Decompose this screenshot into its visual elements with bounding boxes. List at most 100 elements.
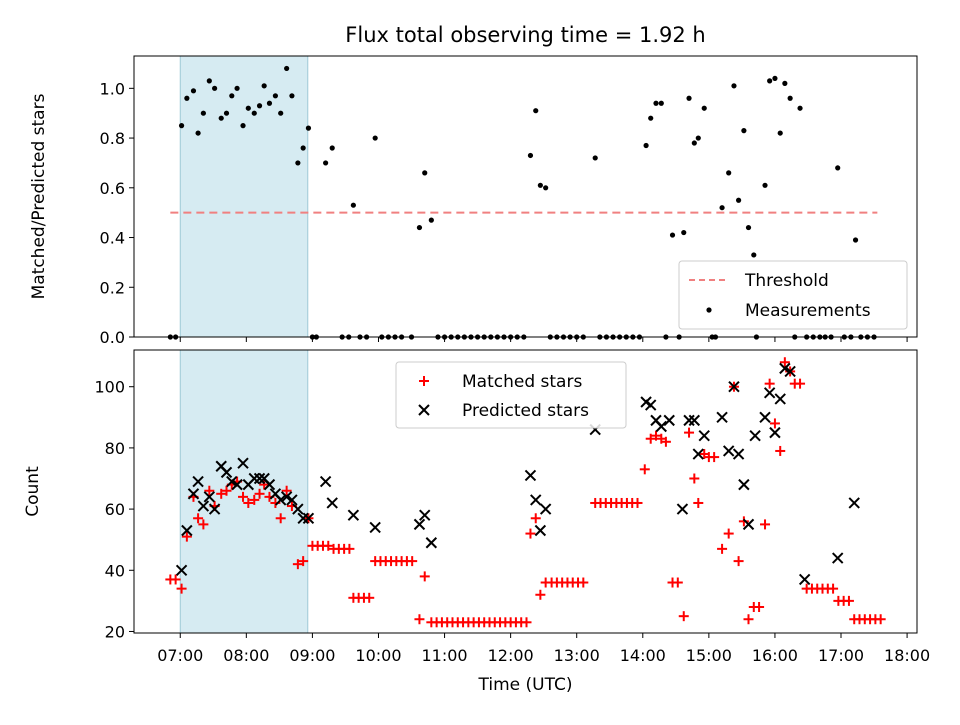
bottom-panel: 20 40 60 80 100 07:00 08:00 09:00 10:00 11:00 12:… [23, 349, 930, 695]
predicted-star-point [722, 445, 735, 457]
predicted-star-point [688, 414, 701, 427]
chart-title: Flux total observing time = 1.92 h [345, 23, 705, 47]
measurement-point [245, 105, 251, 111]
matched-star-point [738, 516, 749, 527]
y-tick-label: 60 [105, 500, 125, 519]
measurement-point [691, 140, 697, 146]
legend-box [395, 361, 627, 429]
y-tick-label: 80 [105, 439, 125, 458]
predicted-star-point [779, 362, 791, 375]
y-tick-label: 0.6 [100, 179, 125, 198]
measurement-point [195, 130, 201, 136]
matched-star-point [535, 589, 546, 600]
measurement-point [289, 93, 295, 99]
measurement-point [218, 115, 224, 121]
matched-star-point [198, 519, 209, 530]
matched-star-point [259, 479, 270, 490]
matched-star-point [521, 617, 532, 628]
y-tick-label: 100 [94, 378, 125, 397]
matched-star-point [275, 513, 286, 524]
predicted-star-point [419, 509, 431, 521]
measurement-point [190, 88, 197, 94]
matched-star-point [221, 485, 232, 496]
matched-star-point [723, 528, 734, 539]
legend-predicted-swatch [418, 404, 430, 416]
measurement-point [278, 110, 284, 116]
matched-star-point [645, 433, 656, 444]
predicted-star-point [749, 429, 761, 442]
top-axes-frame [133, 55, 918, 338]
measurement-point [658, 100, 664, 106]
measurement-point [305, 125, 312, 131]
measurement-point [741, 128, 747, 134]
measurement-point [777, 130, 783, 136]
matched-star-point [298, 556, 309, 567]
matched-star-point [693, 497, 704, 508]
predicted-star-point [676, 503, 689, 515]
legend-threshold-label: Threshold [744, 271, 829, 291]
predicted-star-point [728, 381, 740, 393]
matched-star-point [243, 497, 254, 508]
predicted-star-point [326, 497, 338, 509]
legend-box [678, 260, 908, 330]
predicted-star-point [181, 524, 193, 537]
predicted-star-point [226, 475, 238, 488]
matched-star-point [204, 485, 215, 496]
y-tick-label: 0.4 [100, 229, 125, 248]
legend-measurements-label: Measurements [745, 301, 871, 321]
matched-star-point [795, 378, 806, 389]
x-tick-label: 13:00 [554, 646, 600, 665]
y-tick-label: 0.8 [100, 129, 125, 148]
measurement-point [695, 135, 701, 141]
measurement-point [735, 197, 742, 203]
measurement-point [223, 110, 230, 116]
y-tick-label: 1.0 [100, 79, 125, 98]
measurement-point [329, 145, 335, 151]
measurement-point [184, 95, 190, 101]
legend-x-marker [418, 404, 430, 416]
predicted-star-point [208, 503, 221, 515]
measurement-point [543, 185, 549, 191]
legend-matched-label: Matched stars [462, 372, 582, 392]
predicted-stars-points [175, 362, 860, 586]
matched-star-point [843, 595, 854, 606]
x-tick-label: 15:00 [686, 646, 732, 665]
measurement-point [300, 145, 306, 151]
matched-star-point [717, 543, 728, 554]
matched-star-point [875, 614, 886, 625]
measurement-point [200, 110, 206, 116]
predicted-star-point [759, 411, 771, 424]
matched-star-point [660, 436, 671, 447]
top-x-ticks [179, 337, 908, 342]
predicted-star-point [413, 518, 426, 531]
measurement-point [686, 95, 692, 101]
measurement-point [256, 103, 263, 109]
measurement-point [787, 95, 793, 101]
measurement-point [212, 85, 218, 91]
matched-star-point [709, 452, 720, 463]
predicted-star-point [237, 457, 249, 469]
matched-star-point [689, 473, 700, 484]
predicted-star-point [530, 494, 542, 506]
measurement-point [767, 78, 773, 84]
legend-matched-swatch [419, 376, 429, 386]
x-tick-label: 11:00 [422, 646, 468, 665]
x-tick-label: 14:00 [620, 646, 666, 665]
matched-star-point [254, 488, 265, 499]
predicted-star-point [774, 393, 786, 405]
measurement-point [422, 170, 428, 176]
bottom-y-axis-label: Count [23, 466, 43, 517]
matched-star-point [764, 378, 775, 389]
legend-measurements-swatch [706, 307, 712, 313]
predicted-star-point [347, 509, 360, 521]
measurement-point [681, 229, 687, 236]
predicted-star-point [539, 503, 552, 515]
predicted-star-point [197, 500, 210, 512]
bottom-axes-frame [133, 349, 918, 634]
matched-star-point [364, 592, 375, 603]
measurement-point [745, 224, 752, 231]
predicted-star-point [203, 491, 216, 503]
matched-star-point [754, 601, 765, 612]
matched-star-point [760, 519, 771, 530]
predicted-star-point [732, 448, 745, 460]
